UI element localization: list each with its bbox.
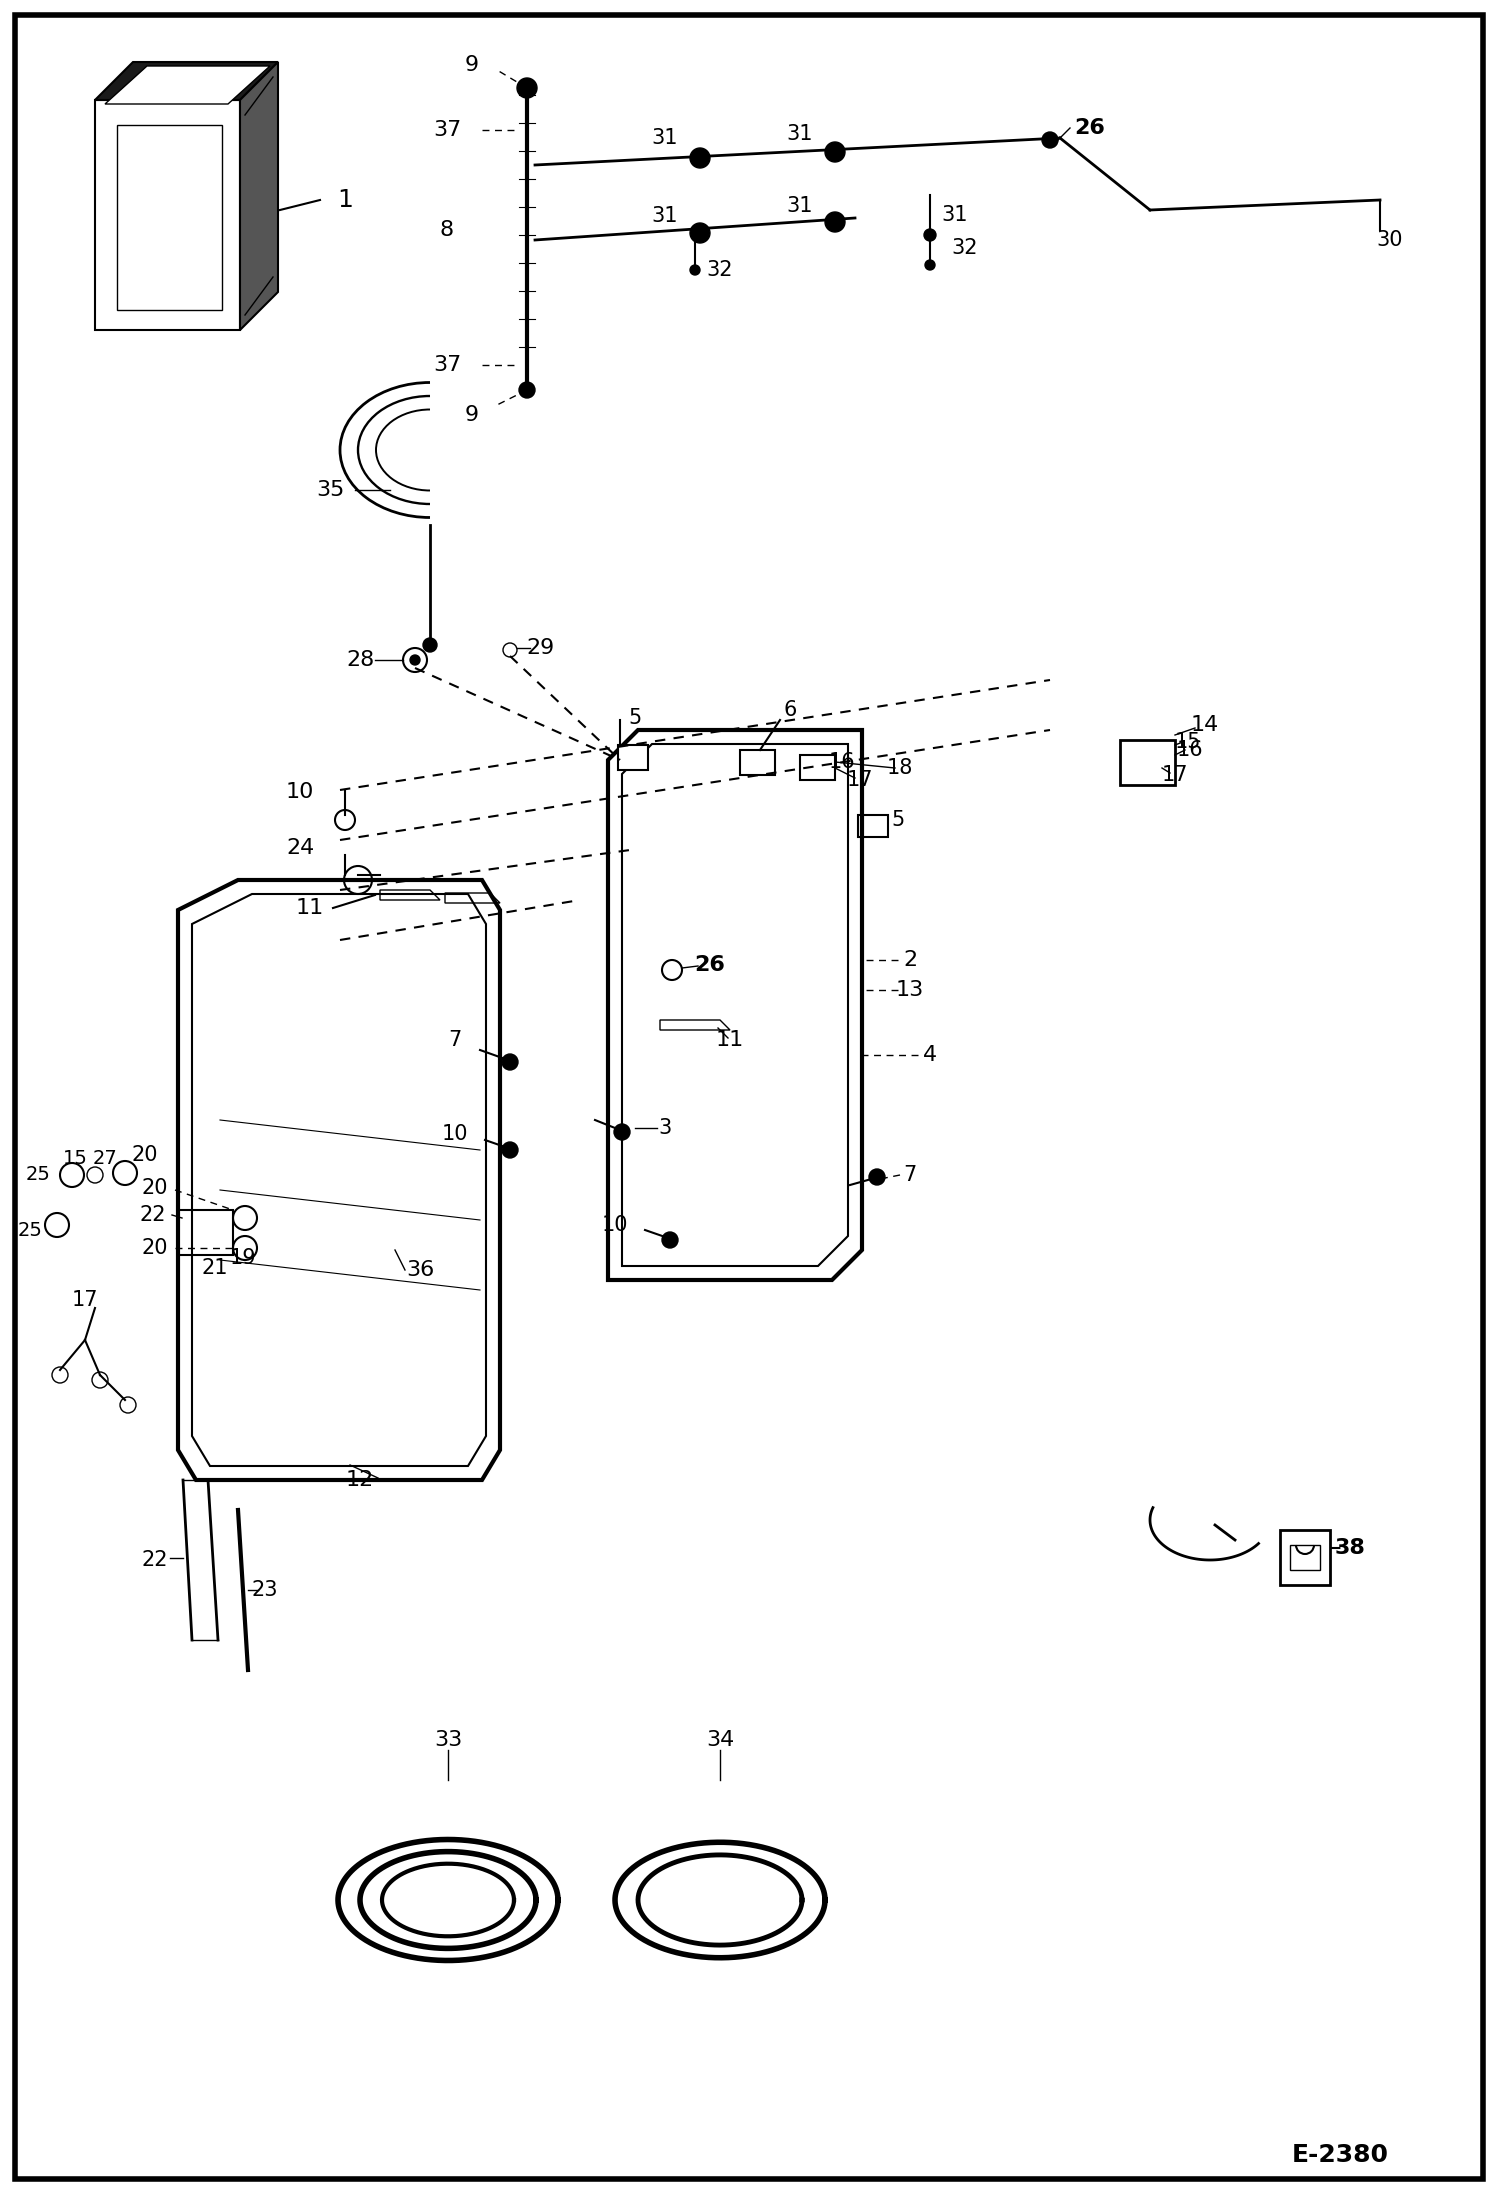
- Text: 12: 12: [346, 1470, 374, 1490]
- Text: 37: 37: [433, 121, 461, 140]
- Circle shape: [1043, 132, 1058, 147]
- Circle shape: [502, 1053, 518, 1071]
- Text: 31: 31: [652, 206, 679, 226]
- Circle shape: [422, 638, 437, 652]
- Text: 15: 15: [63, 1147, 87, 1167]
- Circle shape: [825, 143, 845, 162]
- Text: 31: 31: [786, 195, 813, 215]
- Bar: [1279, 1529, 1330, 1584]
- Text: 25: 25: [18, 1220, 42, 1240]
- Text: 31: 31: [652, 127, 679, 147]
- Circle shape: [691, 147, 710, 169]
- Circle shape: [614, 1123, 631, 1141]
- Text: 22: 22: [142, 1549, 168, 1571]
- Polygon shape: [94, 61, 279, 101]
- Text: 17: 17: [72, 1290, 99, 1310]
- Text: 36: 36: [406, 1259, 434, 1279]
- Text: 34: 34: [706, 1731, 734, 1751]
- Text: 7: 7: [903, 1165, 917, 1185]
- Text: 30: 30: [1377, 230, 1404, 250]
- Text: 15: 15: [1174, 733, 1201, 753]
- Text: 3: 3: [659, 1119, 671, 1139]
- Text: 32: 32: [707, 261, 733, 281]
- Bar: [1121, 739, 1174, 785]
- Text: 20: 20: [142, 1178, 168, 1198]
- Text: 5: 5: [891, 810, 905, 829]
- Text: 10: 10: [442, 1123, 469, 1143]
- Text: 16: 16: [1177, 739, 1203, 759]
- Text: 16: 16: [828, 753, 855, 772]
- Text: 26: 26: [695, 954, 725, 974]
- Text: 35: 35: [316, 480, 345, 500]
- Text: 32: 32: [951, 237, 978, 259]
- Text: 4: 4: [923, 1044, 938, 1064]
- Text: 25: 25: [25, 1165, 51, 1185]
- Text: 17: 17: [1162, 766, 1188, 785]
- Text: 38: 38: [1335, 1538, 1366, 1558]
- Polygon shape: [240, 61, 279, 329]
- Circle shape: [517, 79, 536, 99]
- Text: 6: 6: [783, 700, 797, 720]
- Text: 31: 31: [786, 125, 813, 145]
- Text: 23: 23: [252, 1580, 279, 1599]
- Circle shape: [825, 213, 845, 233]
- Circle shape: [662, 1233, 679, 1248]
- Text: 5: 5: [628, 709, 641, 728]
- Text: 22: 22: [139, 1205, 166, 1224]
- Bar: [619, 746, 649, 770]
- Text: 10: 10: [602, 1215, 628, 1235]
- Text: 37: 37: [433, 355, 461, 375]
- Text: 10: 10: [286, 781, 315, 803]
- Bar: [178, 1211, 234, 1255]
- Text: 31: 31: [942, 204, 968, 226]
- Text: 8: 8: [440, 219, 454, 239]
- Bar: [800, 755, 834, 781]
- Text: 28: 28: [346, 649, 374, 669]
- Bar: [740, 750, 774, 774]
- Text: 29: 29: [526, 638, 554, 658]
- Text: 11: 11: [716, 1029, 745, 1051]
- Circle shape: [502, 1143, 518, 1158]
- Text: 7: 7: [448, 1029, 461, 1051]
- Text: 26: 26: [1074, 118, 1106, 138]
- Bar: [1290, 1545, 1320, 1571]
- Text: 17: 17: [846, 770, 873, 790]
- Text: 11: 11: [297, 897, 324, 917]
- Circle shape: [691, 224, 710, 244]
- Circle shape: [518, 382, 535, 397]
- Circle shape: [691, 265, 700, 274]
- Polygon shape: [94, 101, 240, 329]
- Text: 13: 13: [896, 981, 924, 1000]
- Circle shape: [869, 1169, 885, 1185]
- Polygon shape: [117, 125, 222, 309]
- Text: 24: 24: [286, 838, 315, 858]
- Text: 19: 19: [229, 1248, 256, 1268]
- Text: 9: 9: [464, 55, 479, 75]
- Text: 27: 27: [93, 1147, 117, 1167]
- Text: 14: 14: [1191, 715, 1219, 735]
- Text: 18: 18: [887, 757, 914, 779]
- Text: 1: 1: [337, 189, 354, 213]
- Circle shape: [924, 261, 935, 270]
- Text: 2: 2: [903, 950, 917, 970]
- Text: 21: 21: [202, 1257, 228, 1277]
- Text: 20: 20: [142, 1237, 168, 1257]
- Text: 20: 20: [132, 1145, 159, 1165]
- Polygon shape: [105, 66, 270, 103]
- Bar: [858, 814, 888, 836]
- Text: 9: 9: [464, 406, 479, 426]
- Circle shape: [924, 228, 936, 241]
- Circle shape: [410, 656, 419, 665]
- Text: 33: 33: [434, 1731, 461, 1751]
- Text: E-2380: E-2380: [1291, 2144, 1389, 2168]
